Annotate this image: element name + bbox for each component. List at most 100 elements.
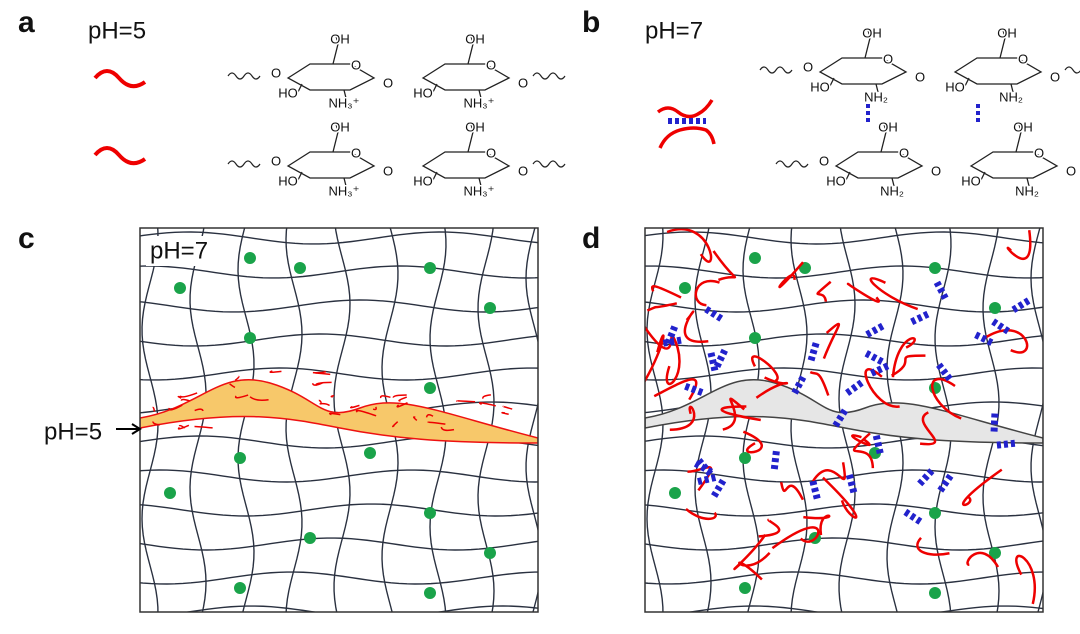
atom: HO — [413, 173, 433, 188]
polymer-strand — [919, 411, 937, 446]
polymer-strand — [482, 394, 491, 400]
grid-line — [645, 231, 1043, 245]
crosslink-node — [749, 252, 761, 264]
interface-band — [140, 378, 538, 444]
panel-frame — [644, 227, 1044, 613]
atom: O — [803, 59, 813, 74]
ring — [286, 123, 376, 187]
chain-icon — [93, 146, 147, 166]
wavy-end — [532, 160, 566, 168]
hbond-cluster — [845, 474, 858, 496]
grid-line — [140, 469, 538, 483]
crosslink-node — [244, 252, 256, 264]
hbond-cluster — [807, 342, 820, 364]
atom: NH₃⁺ — [329, 95, 360, 110]
polymer-strand — [328, 412, 341, 416]
atom: HO — [278, 85, 298, 100]
polymer-strand — [685, 508, 717, 521]
crosslink-node — [234, 582, 246, 594]
grid-line — [1030, 228, 1043, 612]
polymer-strand — [478, 402, 496, 407]
polymer-strand — [665, 334, 681, 386]
panel-label: b — [582, 6, 600, 39]
atom: NH₂ — [999, 89, 1023, 104]
hbond-cluster — [908, 310, 930, 326]
atom: HO — [961, 173, 981, 188]
polymer-strand — [669, 405, 696, 432]
grid-line — [645, 299, 1043, 313]
atom: O — [931, 163, 941, 178]
polymer-strand — [249, 396, 269, 401]
polymer-strand — [778, 261, 804, 289]
polymer-strand — [502, 405, 513, 410]
hbond-cluster — [1009, 297, 1031, 314]
polymer-strand — [456, 400, 476, 403]
atom: O — [486, 57, 496, 72]
grid-line — [645, 537, 1043, 551]
polymer-strand — [180, 398, 190, 402]
polymer-strand — [779, 481, 805, 501]
hbond-cluster — [936, 362, 954, 383]
wavy-end — [1064, 66, 1080, 74]
crosslink-node — [749, 332, 761, 344]
atom: NH₂ — [864, 89, 888, 104]
polymer-strand — [311, 381, 324, 386]
polymer-strand — [152, 406, 156, 412]
polymer-strand — [891, 354, 926, 377]
crosslink-node — [484, 302, 496, 314]
polymer-strand — [822, 322, 841, 359]
polymer-strand — [269, 370, 282, 374]
polymer-strand — [738, 552, 771, 581]
hbond-cluster — [843, 379, 864, 398]
polymer-strand — [350, 404, 360, 409]
polymer-strand — [398, 396, 408, 402]
crosslink-node — [484, 547, 496, 559]
crosslink-node — [424, 262, 436, 274]
atom: O — [1034, 145, 1044, 160]
hbond-cluster — [863, 322, 885, 339]
atom: HO — [278, 173, 298, 188]
polymer-strand — [152, 421, 160, 426]
polymer-strand — [379, 395, 391, 399]
polymer-strand — [425, 413, 434, 418]
hbond-cluster — [790, 375, 807, 397]
atom: HO — [810, 79, 830, 94]
polymer-strand — [666, 228, 713, 263]
grid-line — [183, 605, 538, 612]
grid-line — [140, 299, 538, 313]
polymer-strand — [984, 329, 1029, 354]
atom: NH₃⁺ — [464, 95, 495, 110]
crosslink-node — [424, 587, 436, 599]
crosslink-node — [929, 262, 941, 274]
polymer-strand — [234, 375, 240, 381]
polymer-strand — [396, 402, 408, 408]
crosslink-node — [929, 507, 941, 519]
polymer-strand — [319, 402, 330, 407]
network-c — [140, 228, 538, 612]
crosslink-icon — [656, 99, 716, 149]
ring — [421, 35, 511, 99]
polymer-strand — [645, 334, 665, 384]
crosslink-node — [304, 532, 316, 544]
polymer-strand — [312, 371, 327, 374]
polymer-strand — [916, 536, 950, 556]
atom: O — [1018, 51, 1028, 66]
ring — [818, 29, 908, 93]
atom: OH — [878, 119, 898, 134]
crosslink-node — [679, 282, 691, 294]
hbond-cluster — [809, 480, 822, 502]
atom: OH — [465, 119, 485, 134]
crosslink-node — [739, 452, 751, 464]
hbond-cluster — [695, 474, 717, 486]
hbond-cluster — [991, 318, 1012, 336]
hbond-cluster — [707, 352, 719, 374]
wavy-end — [759, 66, 793, 74]
atom: O — [819, 153, 829, 168]
panel-label: a — [18, 6, 35, 39]
atom: O — [383, 75, 393, 90]
atom: OH — [330, 31, 350, 46]
polymer-strand — [177, 424, 190, 430]
panel-label: d — [582, 222, 600, 255]
hbond-cluster — [704, 306, 725, 323]
